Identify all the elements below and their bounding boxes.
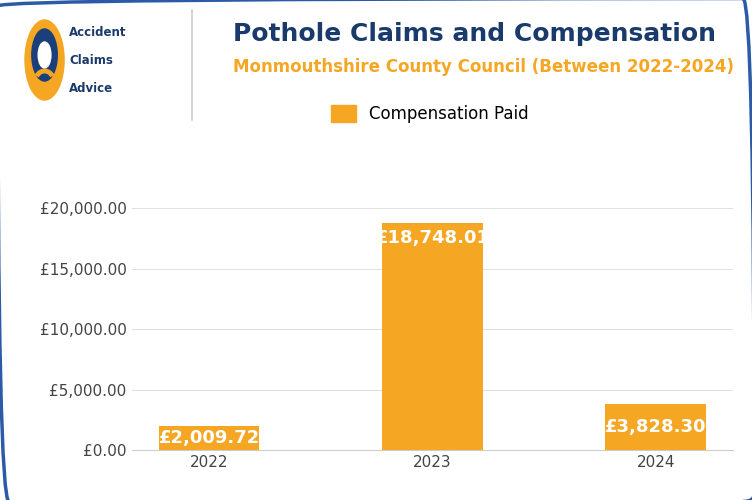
Text: Claims: Claims [69, 54, 113, 66]
Text: Advice: Advice [69, 82, 113, 94]
Text: £3,828.30: £3,828.30 [605, 418, 706, 436]
Text: Accident: Accident [69, 26, 126, 38]
Bar [159, 426, 259, 450]
Text: £2,009.72: £2,009.72 [159, 429, 259, 447]
Text: Pothole Claims and Compensation: Pothole Claims and Compensation [233, 22, 716, 46]
Circle shape [38, 42, 51, 68]
Circle shape [32, 29, 57, 81]
Bar [605, 404, 706, 450]
Bar [382, 224, 483, 450]
Circle shape [25, 20, 64, 100]
Text: Monmouthshire County Council (Between 2022-2024): Monmouthshire County Council (Between 20… [233, 58, 734, 76]
Text: £18,748.01: £18,748.01 [375, 229, 490, 247]
Legend: Compensation Paid: Compensation Paid [324, 98, 535, 130]
